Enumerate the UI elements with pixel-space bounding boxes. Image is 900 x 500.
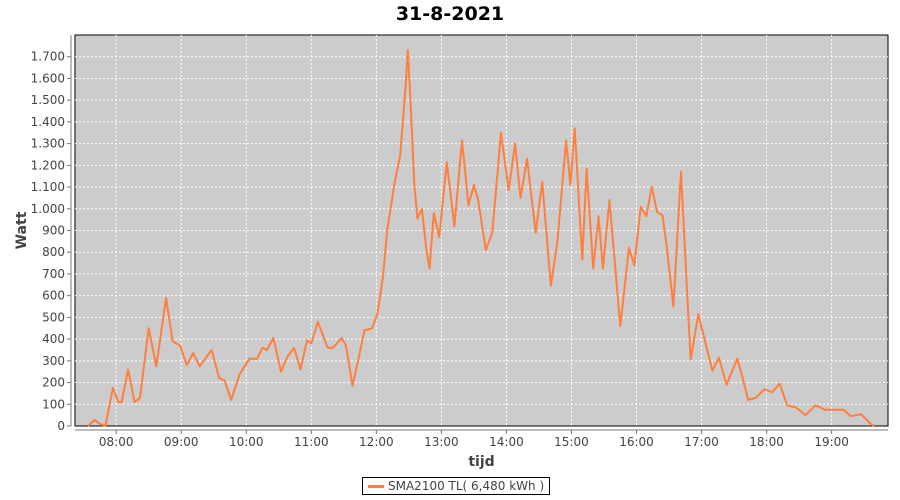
y-tick-label: 1.600 bbox=[31, 71, 65, 85]
y-tick-label: 100 bbox=[42, 397, 65, 411]
y-tick-label: 1.500 bbox=[31, 93, 65, 107]
legend-swatch bbox=[368, 484, 384, 488]
x-tick-label: 16:00 bbox=[619, 435, 654, 449]
x-axis-label: tijd bbox=[468, 454, 494, 470]
x-tick-label: 17:00 bbox=[684, 435, 719, 449]
chart-title: 31-8-2021 bbox=[395, 3, 505, 25]
x-tick-label: 08:00 bbox=[99, 435, 134, 449]
x-tick-label: 18:00 bbox=[749, 435, 784, 449]
legend: SMA2100 TL( 6,480 kWh ) bbox=[362, 477, 551, 495]
x-tick-label: 13:00 bbox=[424, 435, 459, 449]
y-tick-label: 200 bbox=[42, 376, 65, 390]
y-tick-label: 700 bbox=[42, 267, 65, 281]
y-tick-label: 400 bbox=[42, 332, 65, 346]
y-tick-label: 300 bbox=[42, 354, 65, 368]
x-tick-label: 10:00 bbox=[229, 435, 264, 449]
y-tick-label: 900 bbox=[42, 224, 65, 238]
y-tick-label: 1.000 bbox=[31, 202, 65, 216]
y-tick-label: 1.300 bbox=[31, 137, 65, 151]
series-line bbox=[87, 49, 875, 427]
y-tick-label: 800 bbox=[42, 245, 65, 259]
y-axis-label: Watt bbox=[14, 211, 30, 249]
y-tick-label: 1.400 bbox=[31, 115, 65, 129]
y-tick-label: 1.100 bbox=[31, 180, 65, 194]
x-tick-label: 09:00 bbox=[164, 435, 199, 449]
y-tick-label: 1.200 bbox=[31, 158, 65, 172]
legend-label: SMA2100 TL( 6,480 kWh ) bbox=[388, 479, 545, 493]
y-tick-label: 600 bbox=[42, 289, 65, 303]
x-tick-label: 15:00 bbox=[554, 435, 589, 449]
y-tick-label: 1.700 bbox=[31, 50, 65, 64]
x-tick-label: 11:00 bbox=[294, 435, 329, 449]
y-tick-label: 0 bbox=[57, 419, 65, 433]
x-tick-label: 19:00 bbox=[814, 435, 849, 449]
x-tick-label: 14:00 bbox=[489, 435, 524, 449]
x-tick-label: 12:00 bbox=[359, 435, 394, 449]
y-tick-label: 500 bbox=[42, 310, 65, 324]
